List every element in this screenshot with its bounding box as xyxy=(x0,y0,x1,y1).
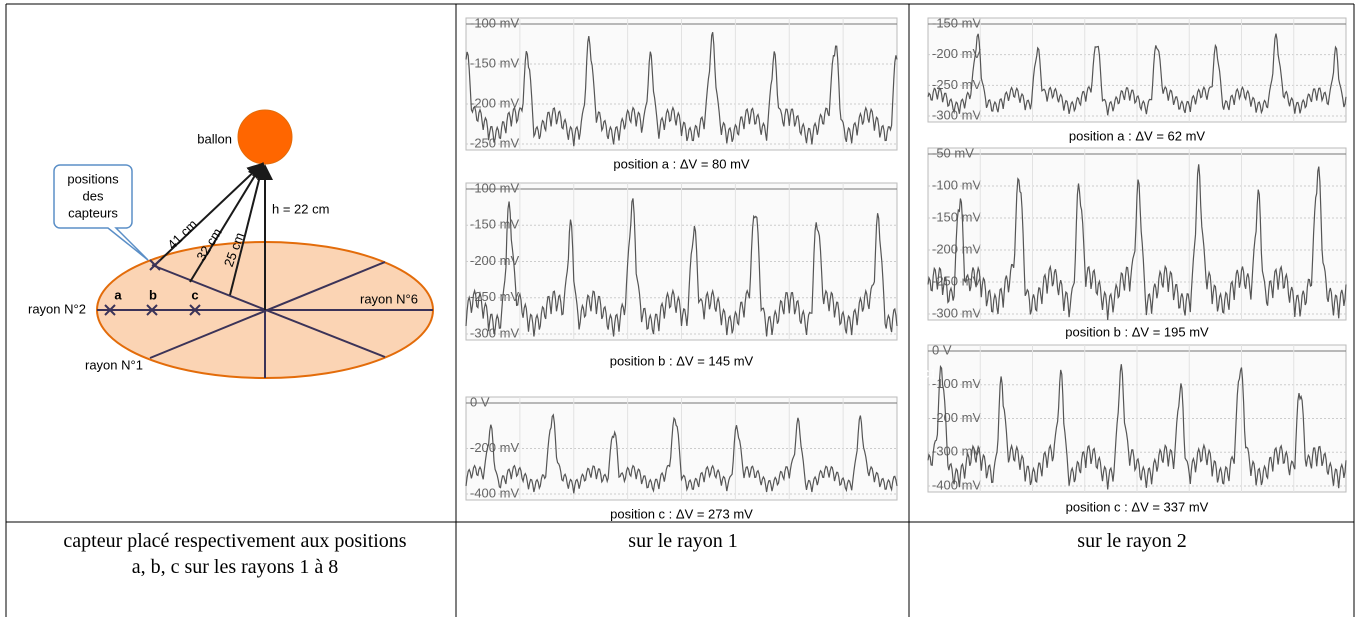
scope-axis-label: -400 mV xyxy=(470,485,519,500)
scope-axis-label: -150 mV xyxy=(932,15,981,30)
scope-axis-label: -300 mV xyxy=(932,107,981,122)
scope-axis-label: -150 mV xyxy=(470,217,519,232)
scope-caption: position c : ΔV = 273 mV xyxy=(610,506,753,521)
scope-axis-label: -100 mV xyxy=(470,15,519,30)
scope-axis-label: -100 mV xyxy=(470,180,519,195)
scope-axis-label: -50 mV xyxy=(932,145,974,160)
scope-caption: position a : ΔV = 62 mV xyxy=(1069,128,1206,143)
footer-cell: capteur placé respectivement aux positio… xyxy=(63,530,407,578)
scope-trace xyxy=(465,198,898,337)
scope-axis-label: -150 mV xyxy=(470,55,519,70)
footer-cell: sur le rayon 1 xyxy=(628,530,738,552)
scope-axis-label: -150 mV xyxy=(932,209,981,224)
scope-marker: C1 xyxy=(920,366,937,381)
scope-axis-label: -100 mV xyxy=(932,177,981,192)
scope-caption: position b : ΔV = 195 mV xyxy=(1065,324,1209,339)
diagram: positions des capteurs ballon h = 22 cm … xyxy=(28,109,434,379)
scope-axis-label: -200 mV xyxy=(932,241,981,256)
scope-axis-label: -200 mV xyxy=(470,253,519,268)
ray-label: rayon N°1 xyxy=(85,357,143,372)
position-label: b xyxy=(149,287,157,302)
callout-line: des xyxy=(83,188,104,203)
scope-axis-label: -250 mV xyxy=(932,77,981,92)
ray-label: rayon N°6 xyxy=(360,291,418,306)
scope-caption: position a : ΔV = 80 mV xyxy=(613,156,750,171)
scope-trace xyxy=(465,413,898,494)
scope-trace xyxy=(927,364,1347,490)
scope-axis-label: -400 mV xyxy=(932,477,981,492)
scope-axis-label: -200 mV xyxy=(470,95,519,110)
scope-trace xyxy=(927,164,1347,321)
scope-axis-label: -300 mV xyxy=(932,305,981,320)
scope-axis-label: -200 mV xyxy=(932,46,981,61)
table-borders xyxy=(5,3,1355,617)
scope-axis-label: -250 mV xyxy=(470,135,519,150)
scope-caption: position c : ΔV = 337 mV xyxy=(1066,499,1209,514)
callout-line: positions xyxy=(67,171,119,186)
scope-caption: position b : ΔV = 145 mV xyxy=(610,353,754,368)
scope-axis-label: -300 mV xyxy=(932,444,981,459)
scope-trace xyxy=(465,32,898,147)
position-label: c xyxy=(191,287,198,302)
scope-trace xyxy=(927,33,1347,116)
ray-label: rayon N°2 xyxy=(28,301,86,316)
ball-label: ballon xyxy=(197,131,232,146)
scope-axis-label: -200 mV xyxy=(932,410,981,425)
distance-label: 41 cm xyxy=(164,216,200,252)
footer-cell: sur le rayon 2 xyxy=(1077,530,1187,552)
scope-axis-label: -200 mV xyxy=(470,440,519,455)
scope-axis-label: -250 mV xyxy=(470,289,519,304)
scope-axis-label: -100 mV xyxy=(932,376,981,391)
scope-axis-label: 0 V xyxy=(932,342,952,357)
scope-axis-label: 0 V xyxy=(470,394,490,409)
height-label: h = 22 cm xyxy=(272,201,329,216)
position-label: a xyxy=(114,287,122,302)
callout-line: capteurs xyxy=(68,205,118,220)
